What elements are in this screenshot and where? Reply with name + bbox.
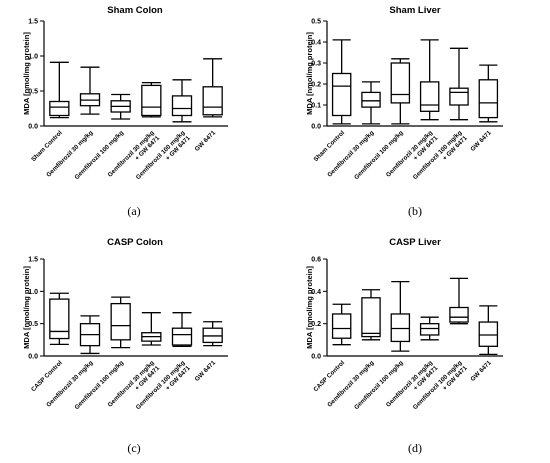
y-tick-label: 0.0	[28, 354, 38, 361]
category-label: GW 6471	[194, 129, 218, 153]
iqr-box	[331, 313, 352, 339]
category-label-line: GW 6471	[194, 129, 218, 153]
box-1	[49, 292, 70, 346]
box-3	[110, 296, 131, 349]
panel-sham-colon: Sham Colon MDA [nmol/mg protein] 0.0 0.5 1.0…	[22, 5, 228, 218]
iqr-box	[331, 72, 352, 117]
y-tick-label: 1.0	[28, 54, 38, 61]
box-1	[331, 39, 352, 125]
y-tick-label: 0.0	[28, 124, 38, 131]
y-tick-label: 0.0	[311, 124, 321, 131]
box-6	[202, 321, 223, 347]
box-5	[171, 79, 193, 123]
y-tick-label: 0.1	[311, 103, 321, 110]
box-2	[79, 66, 101, 115]
iqr-box	[390, 313, 411, 343]
y-axis-label: MDA [nmol/mg protein]	[305, 266, 314, 349]
y-tick-label: 0.5	[28, 321, 38, 328]
iqr-box	[449, 87, 469, 106]
box-6	[478, 64, 499, 123]
box-5	[449, 277, 469, 325]
category-label-line: Sham Control	[30, 129, 64, 163]
box-2	[361, 289, 381, 341]
iqr-box	[419, 81, 440, 112]
box-4	[141, 81, 162, 118]
category-label: CASP Control	[30, 359, 64, 393]
panel-label: (a)	[127, 204, 140, 218]
y-tick-label: 0.2	[311, 82, 321, 89]
iqr-box	[449, 306, 469, 323]
y-tick-label: 0.2	[311, 321, 321, 328]
y-tick-label: 0.4	[311, 289, 321, 296]
iqr-box	[171, 327, 193, 346]
category-label: Sham Control	[30, 129, 64, 163]
y-tick-label: 0.6	[311, 257, 321, 264]
box-2	[79, 315, 101, 355]
y-axis-label: MDA [nmol/mg protein]	[22, 32, 31, 115]
category-label-line: Gemfibrozil 100 mg/kg	[353, 129, 405, 181]
panel-label: (b)	[408, 204, 422, 218]
box-5	[449, 47, 469, 121]
chart-title: Sham Colon	[107, 5, 163, 16]
chart-title: Sham Liver	[389, 5, 441, 16]
box-3	[110, 93, 131, 120]
category-label-line: GW 6471	[469, 359, 493, 383]
iqr-box	[49, 298, 70, 340]
category-label: Gemfibrozil 100 mg/kg	[353, 129, 405, 181]
iqr-box	[390, 62, 411, 104]
iqr-box	[361, 91, 381, 108]
iqr-box	[361, 297, 381, 338]
y-axis-label: MDA [nmol/mg protein]	[22, 266, 31, 349]
box-5	[171, 312, 193, 347]
y-axis-label: MDA [nmol/mg protein]	[305, 32, 314, 115]
category-label-line: Gemfibrozil 100 mg/kg	[353, 359, 405, 411]
box-1	[331, 303, 352, 346]
chart-title: CASP Liver	[389, 237, 441, 248]
y-tick-label: 0.5	[311, 19, 321, 26]
y-tick-label: 1.0	[28, 289, 38, 296]
category-label-line: GW 6471	[194, 359, 218, 383]
iqr-box	[419, 323, 440, 336]
y-tick-label: 0.5	[28, 89, 38, 96]
box-6	[202, 58, 223, 118]
box-3	[390, 280, 411, 352]
iqr-box	[141, 84, 162, 117]
box-6	[478, 305, 499, 356]
category-label-line: GW 6471	[469, 129, 493, 153]
y-tick-label: 1.5	[28, 257, 38, 264]
iqr-box	[478, 321, 499, 347]
y-tick-label: 0.4	[311, 40, 321, 47]
y-tick-label: 0.3	[311, 61, 321, 68]
category-label: GW 6471	[194, 359, 218, 383]
panel-casp-colon: CASP Colon MDA [nmol/mg protein] 0.0 0.5 1.0…	[22, 237, 228, 455]
panel-label: (c)	[127, 441, 140, 455]
iqr-box	[110, 302, 131, 341]
box-4	[419, 39, 440, 121]
iqr-box	[49, 100, 70, 117]
y-tick-label: 0.0	[311, 354, 321, 361]
panel-label: (d)	[408, 441, 422, 455]
iqr-box	[478, 79, 499, 119]
box-4	[419, 316, 440, 341]
category-label: GW 6471	[469, 129, 493, 153]
panel-casp-liver: CASP Liver MDA [nmol/mg protein] 0.0 0.2 0.4…	[305, 237, 503, 455]
chart-title: CASP Colon	[107, 237, 163, 248]
category-label: GW 6471	[469, 359, 493, 383]
box-3	[390, 58, 411, 125]
category-label: Gemfibrozil 100 mg/kg	[353, 359, 405, 411]
y-tick-label: 1.5	[28, 19, 38, 26]
category-label-line: CASP Control	[30, 359, 64, 393]
panel-sham-liver: Sham Liver MDA [nmol/mg protein] 0.0 0.1 0.2…	[305, 5, 503, 218]
box-4	[141, 312, 162, 346]
box-1	[49, 61, 70, 119]
iqr-box	[202, 86, 223, 116]
iqr-box	[171, 95, 193, 117]
box-2	[361, 81, 381, 125]
